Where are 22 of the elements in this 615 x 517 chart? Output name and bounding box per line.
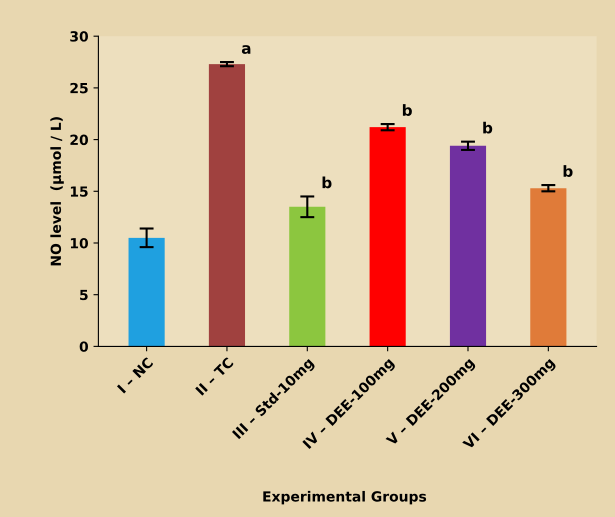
bar: [530, 188, 566, 346]
y-axis-title: NO level (µmol / L): [50, 117, 64, 266]
bar: [450, 146, 486, 346]
y-tick-label: 30: [70, 31, 88, 42]
x-axis-title: Experimental Groups: [263, 490, 426, 504]
y-tick-label: 15: [70, 186, 88, 197]
annotation: b: [564, 165, 573, 177]
bar: [289, 206, 326, 346]
annotation: a: [242, 45, 250, 54]
bar: [370, 127, 406, 346]
y-tick-label: 5: [80, 290, 88, 300]
y-tick-label: 25: [70, 82, 88, 94]
annotation: b: [402, 104, 412, 116]
annotation: b: [483, 122, 492, 134]
annotation: b: [322, 176, 332, 188]
y-tick-label: 20: [70, 134, 88, 146]
bar: [128, 238, 165, 346]
x-tick-label: I – NC: [116, 356, 154, 394]
bar: [208, 64, 246, 346]
y-tick-label: 10: [70, 238, 88, 248]
x-tick-label: II – TC: [195, 356, 234, 396]
y-tick-label: 0: [80, 341, 88, 352]
